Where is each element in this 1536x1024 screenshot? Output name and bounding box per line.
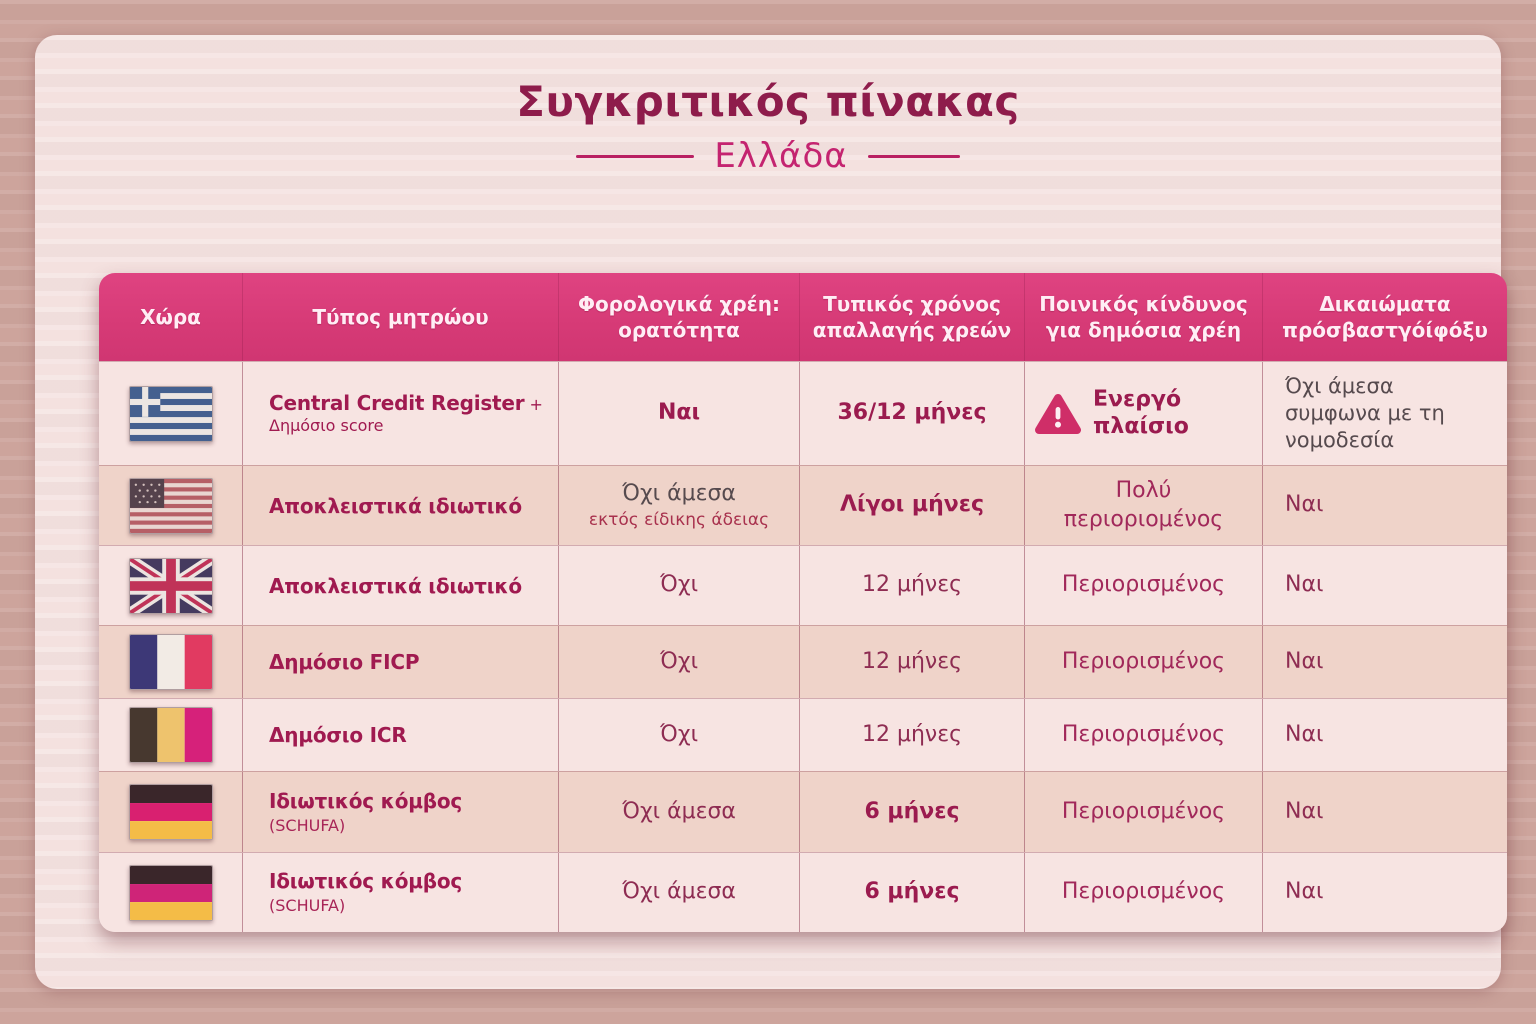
table-row-uk: Αποκλειστικά ιδιωτικό Όχι 12 μήνες Περιο… [99,545,1507,625]
discharge-time-cell: 12 μήνες [800,546,1025,625]
flag-cell [99,362,243,465]
registry-suffix: + Δημόσιο score [269,395,543,436]
criminal-risk-cell: Περιορισμένος [1025,772,1263,852]
tax-visibility-cell: Όχι [559,546,800,625]
discharge-time-cell: 6 μήνες [800,772,1025,852]
flag-cell [99,546,243,625]
page-title: Συγκριτικός πίνακας [516,77,1020,126]
germany-flag-icon [128,864,213,921]
tax-visibility-cell: Όχι άμεσα [559,853,800,932]
registry-title: Central Credit Register [269,391,525,416]
criminal-risk-cell: Περιορισμένος [1025,626,1263,698]
registry-suffix: (SCHUFA) [269,896,346,916]
table-row-usa: Αποκλειστικά ιδιωτικό Όχι άμεσα εκτός εί… [99,465,1507,545]
discharge-time-cell: 36/12 μήνες [800,362,1025,465]
access-rights-cell: Ναι [1285,721,1324,747]
flag-cell [99,853,243,932]
tax-visibility-cell: Ναι [559,362,800,465]
table-row-belgium: Δημόσιο ICR Όχι 12 μήνες Περιορισμένος Ν… [99,698,1507,771]
table-row-germany-1: Ιδιωτικός κόμβος (SCHUFA) Όχι άμεσα 6 μή… [99,771,1507,852]
registry-title: Δημόσιο ICR [269,723,407,747]
tax-visibility-cell: Όχι άμεσα [559,772,800,852]
tax-visibility-cell: Όχι άμεσα εκτός είδικης άδειας [559,466,800,545]
greece-flag-icon [128,385,213,442]
table-row-greece: Central Credit Register + Δημόσιο score … [99,361,1507,465]
criminal-risk-cell: Περιορισμένος [1025,853,1263,932]
flag-cell [99,626,243,698]
header-country: Χώρα [99,273,243,361]
access-rights-cell: Ναι [1285,879,1324,905]
discharge-time-cell: 12 μήνες [800,699,1025,771]
registry-cell: Αποκλειστικά ιδιωτικό [243,546,559,625]
comparison-table: Χώρα Τύπος μητρώου Φορολογικά χρέη: ορατ… [99,273,1507,932]
germany-flag-icon [128,784,213,840]
criminal-risk-cell: Ενεργό πλαίσιο [1025,362,1263,465]
france-flag-icon [128,634,213,690]
content-card: Συγκριτικός πίνακας Ελλάδα Χώρα Τύπος μη… [35,35,1507,989]
header-tax-visibility: Φορολογικά χρέη: ορατότητα [559,273,800,361]
discharge-time-cell: Λίγοι μήνες [800,466,1025,545]
access-rights-cell: Ναι [1285,492,1324,518]
table-header-row: Χώρα Τύπος μητρώου Φορολογικά χρέη: ορατ… [99,273,1507,361]
access-rights-cell: Όχι άμεσα συμφωνα με τη νομοδεσία [1285,373,1445,453]
registry-cell: Δημόσιο ICR [243,699,559,771]
registry-cell: Δημόσιο FICP [243,626,559,698]
flag-cell [99,699,243,771]
header-registry-type: Τύπος μητρώου [243,273,559,361]
usa-flag-icon [128,477,213,534]
access-rights-cell: Ναι [1285,648,1324,674]
registry-title: Ιδιωτικός κόμβος [269,869,463,894]
registry-cell: Ιδιωτικός κόμβος (SCHUFA) [243,772,559,852]
access-rights-cell: Ναι [1285,572,1324,598]
criminal-risk-cell: Πολύ περιοριομένος [1025,466,1263,545]
criminal-risk-cell: Περιορισμένος [1025,546,1263,625]
uk-flag-icon [128,557,213,614]
tax-visibility-cell: Όχι [559,699,800,771]
tax-visibility-note: εκτός είδικης άδειας [588,510,770,531]
page-subtitle-row: Ελλάδα [35,136,1501,176]
access-rights-cell: Ναι [1285,798,1324,824]
registry-title: Αποκλειστικά ιδιωτικό [269,493,522,518]
header-access-rights: Δικαιώματα πρόσβαστγόίφόξυ [1282,292,1488,342]
header-criminal-risk: Ποινικός κίνδυνος για δημόσια χρέη [1025,273,1263,361]
belgium-flag-icon [128,707,213,763]
criminal-risk-cell: Περιορισμένος [1025,699,1263,771]
table-row-germany-2: Ιδιωτικός κόμβος (SCHUFA) Όχι άμεσα 6 μή… [99,852,1507,932]
registry-cell: Central Credit Register + Δημόσιο score [243,362,559,465]
flag-cell [99,466,243,545]
header-discharge-time: Τυπικός χρόνος απαλλαγής χρεών [800,273,1025,361]
flag-cell [99,772,243,852]
registry-title: Αποκλειστικά ιδιωτικό [269,573,522,598]
table-row-france: Δημόσιο FICP Όχι 12 μήνες Περιορισμένος … [99,625,1507,698]
discharge-time-cell: 6 μήνες [800,853,1025,932]
discharge-time-cell: 12 μήνες [800,626,1025,698]
subtitle-rule-left [576,154,695,158]
registry-suffix: (SCHUFA) [269,815,346,835]
registry-cell: Αποκλειστικά ιδιωτικό [243,466,559,545]
page-subtitle: Ελλάδα [714,136,848,176]
registry-title: Ιδιωτικός κόμβος [269,788,463,813]
tax-visibility-cell: Όχι [559,626,800,698]
registry-title: Δημόσιο FICP [269,650,420,674]
subtitle-rule-right [867,154,960,158]
registry-cell: Ιδιωτικός κόμβος (SCHUFA) [243,853,559,932]
warning-icon [1035,393,1081,434]
